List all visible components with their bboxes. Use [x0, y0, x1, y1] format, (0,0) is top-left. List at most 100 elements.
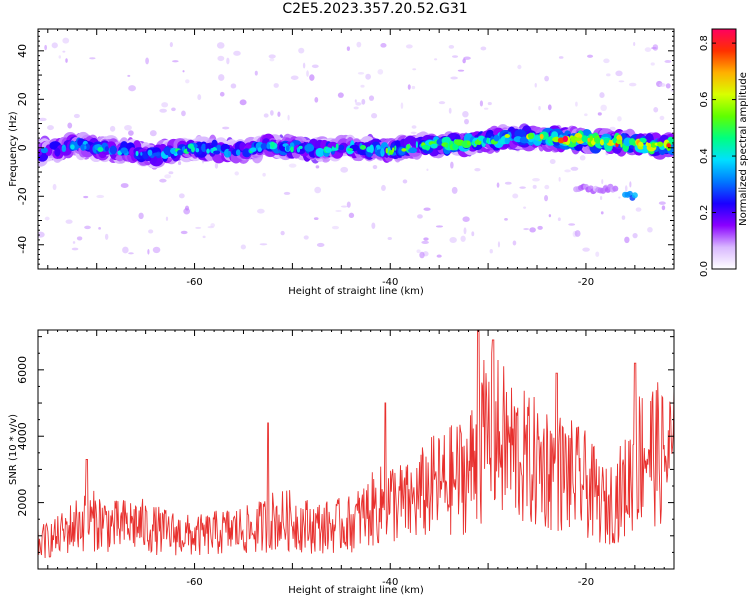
speckle — [315, 165, 320, 169]
ridge-cell — [647, 142, 652, 149]
speckle — [51, 42, 58, 49]
ridge-cell — [335, 143, 339, 150]
speckle — [356, 41, 362, 48]
speckle — [438, 101, 446, 105]
speckle — [549, 158, 556, 165]
speckle — [360, 84, 365, 88]
speckle — [337, 92, 344, 98]
speckle — [165, 216, 169, 221]
speckle — [582, 247, 590, 252]
ridge-cell — [338, 144, 345, 151]
speckle — [195, 226, 202, 229]
snr-series-line — [38, 330, 674, 559]
speckle — [371, 113, 378, 119]
ridge-cell — [388, 149, 394, 155]
speckle — [65, 219, 73, 224]
ridge-cell — [453, 139, 462, 145]
x-tick-label: -60 — [186, 277, 202, 288]
speckle — [517, 64, 522, 70]
colorbar — [711, 28, 737, 270]
ridge-cell — [599, 139, 605, 146]
ridge-cell — [557, 137, 565, 144]
speckle — [609, 126, 616, 131]
y-tick-label: 0 — [16, 144, 29, 151]
colorbar-tick-label: 0.8 — [699, 35, 710, 51]
ridge-cell — [61, 147, 66, 152]
ridge-cell — [54, 147, 61, 157]
speckle — [532, 178, 540, 182]
speckle — [665, 83, 671, 89]
y-tick-label: 6000 — [16, 356, 29, 384]
speckle — [504, 181, 512, 185]
speckle — [558, 177, 561, 182]
ridge-cell — [109, 145, 118, 155]
y-axis-label: SNR (10 * v/v) — [8, 414, 19, 485]
ridge-cell — [191, 146, 195, 153]
speckle — [210, 223, 215, 228]
speckle — [405, 44, 413, 49]
speckle — [65, 58, 68, 63]
speckle — [471, 231, 475, 237]
speckle — [171, 60, 179, 63]
speckle — [650, 62, 655, 66]
speckle — [411, 85, 416, 90]
ridge-cell — [581, 135, 589, 143]
colorbar-label: Normalized spectral amplitude — [738, 72, 749, 226]
ridge-cell — [406, 144, 410, 150]
speckle — [340, 205, 348, 208]
speckle — [377, 69, 384, 75]
speckle — [451, 55, 459, 58]
speckle — [89, 57, 96, 60]
speckle — [346, 201, 351, 208]
y-tick-label: -40 — [16, 236, 29, 254]
y-axis-label: Frequency (Hz) — [8, 111, 19, 187]
ridge-cell — [504, 134, 510, 138]
speckle — [273, 83, 279, 88]
speckle — [483, 107, 489, 110]
speckle — [451, 186, 458, 194]
ridge-cell — [589, 135, 593, 142]
speckle — [599, 92, 605, 98]
secondary-feature — [631, 192, 638, 199]
speckle — [632, 232, 638, 239]
speckle — [523, 228, 530, 231]
speckle — [512, 240, 517, 246]
ridge-cell — [201, 143, 207, 153]
speckle — [314, 97, 319, 103]
ridge-cell — [471, 141, 475, 146]
heatmap-frame — [37, 28, 675, 270]
speckle — [302, 62, 306, 69]
speckle — [460, 235, 466, 242]
ridge-cell — [84, 145, 87, 150]
ridge-cell — [570, 136, 578, 143]
colorbar-tick-label: 0.0 — [699, 261, 710, 277]
x-axis-label: Height of straight line (km) — [288, 286, 424, 297]
speckle — [647, 226, 653, 233]
ridge-cell — [666, 143, 672, 148]
speckle — [361, 98, 366, 105]
speckle — [653, 107, 659, 113]
speckle — [544, 194, 549, 202]
speckle — [159, 178, 167, 183]
speckle — [635, 207, 642, 212]
speckle — [410, 131, 417, 135]
speckle — [497, 241, 501, 248]
ridge-cell — [527, 132, 535, 140]
ridge-cell — [177, 149, 184, 156]
ridge-cell — [430, 143, 438, 149]
speckle — [171, 107, 176, 112]
speckle — [184, 205, 190, 211]
y-tick-label: 40 — [16, 44, 29, 58]
ridge-cell — [392, 147, 395, 153]
ridge-cell — [104, 146, 109, 152]
ridge-cell — [120, 147, 128, 154]
speckle — [161, 102, 169, 108]
ridge-cell — [421, 144, 430, 150]
ridge-cell — [620, 140, 623, 148]
speckle — [537, 225, 543, 230]
speckle — [180, 230, 188, 235]
ridge-cell — [70, 144, 75, 150]
ridge-cell — [168, 152, 171, 158]
speckle — [335, 209, 342, 212]
ridge-cell — [415, 141, 418, 149]
